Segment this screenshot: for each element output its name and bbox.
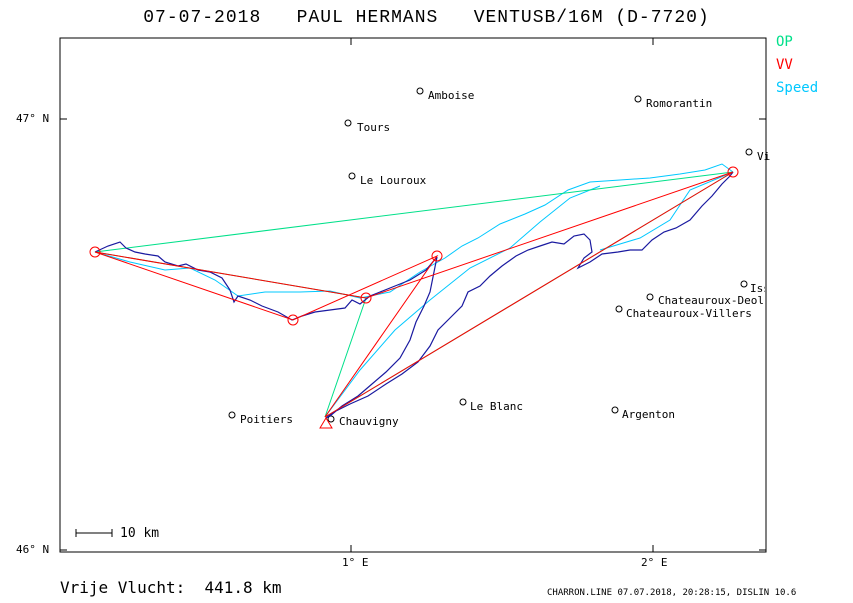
map-title: 07-07-2018 PAUL HERMANS VENTUSB/16M (D-7… xyxy=(143,8,710,28)
lat-tick-47: 47° N xyxy=(16,112,50,125)
legend-vv: VV xyxy=(776,57,793,73)
place-markers xyxy=(228,87,753,423)
place-label-chateauroux-deols: Chateauroux-Deols xyxy=(658,294,765,307)
marker-le-blanc xyxy=(459,398,467,406)
legend-op: OP xyxy=(776,34,793,50)
place-label-poitiers: Poitiers xyxy=(240,413,293,426)
place-label-amboise: Amboise xyxy=(428,89,475,102)
map-frame xyxy=(59,37,767,553)
marker-poitiers xyxy=(228,411,236,419)
axis-ticks xyxy=(60,38,766,552)
marker-vi xyxy=(745,148,753,156)
flight-track xyxy=(94,171,734,419)
marker-amboise xyxy=(416,87,424,95)
place-label-romorantin: Romorantin xyxy=(646,97,713,110)
lon-tick-1: 1° E xyxy=(342,556,369,569)
place-label-le-louroux: Le Louroux xyxy=(360,174,427,187)
marker-romorantin xyxy=(634,95,642,103)
place-label-isso: Isso xyxy=(750,282,765,295)
marker-chauvigny xyxy=(327,415,335,423)
vv-lines xyxy=(94,171,734,418)
place-label-argenton: Argenton xyxy=(622,408,675,421)
place-label-chateauroux-villers: Chateauroux-Villers xyxy=(626,307,752,320)
op-lines xyxy=(94,171,734,418)
marker-argenton xyxy=(611,406,619,414)
marker-tours xyxy=(344,119,352,127)
footer-info: CHARRON.LINE 07.07.2018, 20:28:15, DISLI… xyxy=(547,588,797,598)
place-label-chauvigny: Chauvigny xyxy=(339,415,399,428)
turnpoints xyxy=(89,166,739,429)
speed-track xyxy=(94,163,734,418)
marker-isso xyxy=(740,280,748,288)
place-label-tours: Tours xyxy=(357,121,391,134)
marker-le-louroux xyxy=(348,172,356,180)
lat-tick-46: 46° N xyxy=(16,543,50,556)
free-flight-distance: Vrije Vlucht: 441.8 km xyxy=(60,578,282,597)
scale-label: 10 km xyxy=(120,526,160,541)
lon-tick-2: 2° E xyxy=(641,556,668,569)
turnpoint-north xyxy=(431,250,443,262)
legend-speed: Speed xyxy=(776,80,819,96)
turnpoint-east xyxy=(727,166,739,178)
place-label-vi: Vi xyxy=(757,150,771,163)
scale-bar xyxy=(75,529,113,537)
marker-chateauroux-villers xyxy=(615,305,623,313)
turnpoint-south xyxy=(287,314,299,326)
turnpoint-west xyxy=(89,246,101,258)
place-label-le-blanc: Le Blanc xyxy=(470,400,523,413)
turnpoint-mid xyxy=(360,292,372,304)
start-triangle xyxy=(319,417,333,429)
marker-chateauroux-deols xyxy=(646,293,654,301)
